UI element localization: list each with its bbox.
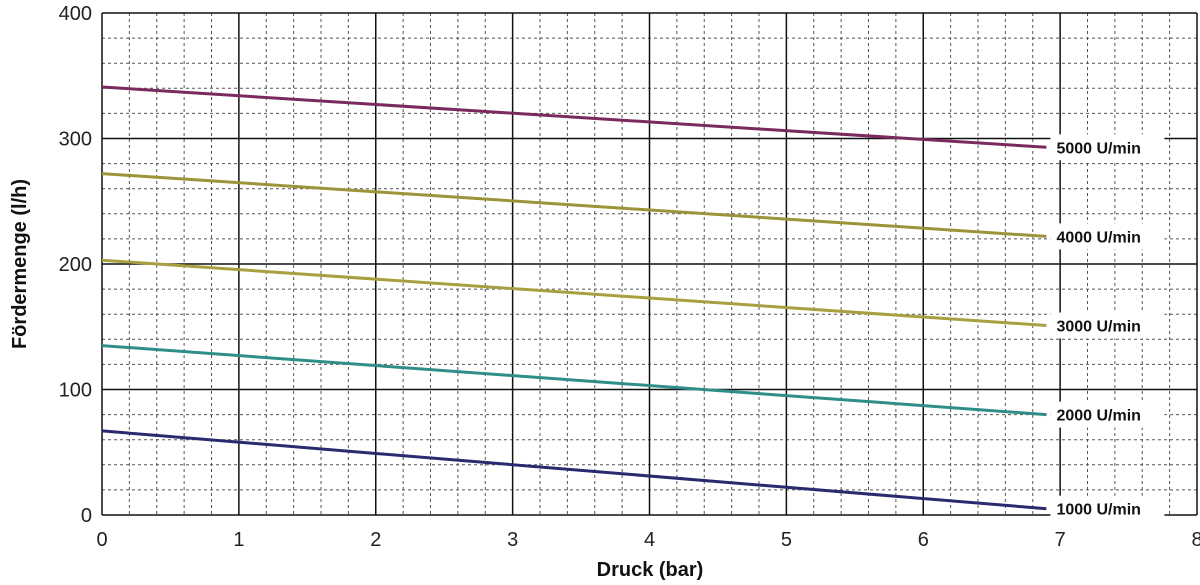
y-axis-title: Fördermenge (l/h) [9,179,31,349]
series-label: 4000 U/min [1056,229,1140,246]
major-grid [101,12,1198,516]
series-label: 5000 U/min [1056,140,1140,157]
series-label: 2000 U/min [1056,408,1140,425]
series-label-background [1050,134,1165,161]
series-line [101,258,1047,327]
y-tick-label: 0 [81,505,92,527]
series-label: 3000 U/min [1056,318,1140,335]
y-tick-label: 400 [59,3,92,25]
series-line [101,85,1047,149]
x-tick-label: 2 [370,529,381,551]
x-tick-label: 5 [781,529,792,551]
x-tick-label: 0 [96,529,107,551]
series-line [101,429,1047,511]
series-line [101,344,1047,417]
y-tick-labels: 0 100 200 300 400 [59,3,92,527]
series-label-background [1050,312,1165,339]
x-tick-label: 4 [644,529,655,551]
series-line [101,172,1047,238]
x-tick-label: 3 [507,529,518,551]
x-tick-label: 8 [1191,529,1200,551]
series-lines [101,85,1047,511]
x-axis-title: Druck (bar) [597,559,704,581]
x-tick-labels: 0 1 2 3 4 5 6 7 8 [96,529,1200,551]
x-tick-label: 7 [1055,529,1066,551]
y-tick-label: 300 [59,129,92,151]
y-tick-label: 200 [59,254,92,276]
x-tick-label: 6 [918,529,929,551]
series-label-background [1050,223,1165,250]
series-label: 1000 U/min [1056,502,1140,519]
series-label-background [1050,401,1165,428]
x-tick-label: 1 [233,529,244,551]
series-labels: 5000 U/min 4000 U/min 3000 U/min 2000 U/min… [1050,134,1165,522]
series-label-background [1050,495,1165,522]
y-tick-label: 100 [59,380,92,402]
